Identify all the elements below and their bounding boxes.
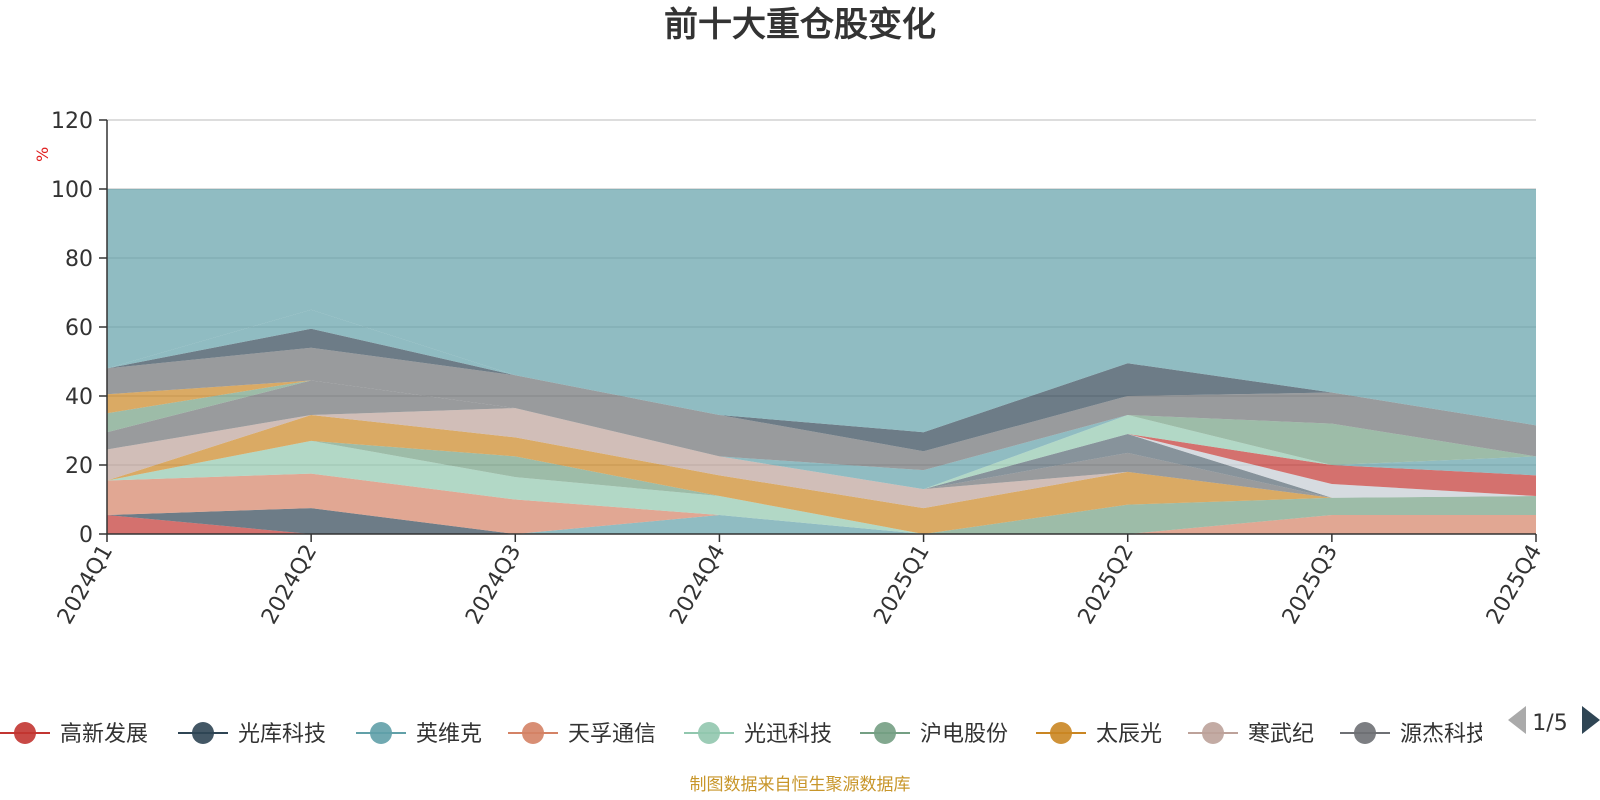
- y-axis-unit-label: %: [33, 147, 52, 162]
- legend-marker: [522, 722, 544, 744]
- legend-item[interactable]: 天孚通信: [508, 722, 656, 747]
- legend-marker: [192, 722, 214, 744]
- legend-label: 光库科技: [238, 722, 326, 747]
- x-tick-label: 2024Q4: [665, 541, 730, 629]
- stacked-area-series: [107, 189, 1536, 534]
- chart-title: 前十大重仓股变化: [664, 5, 936, 45]
- legend-marker: [370, 722, 392, 744]
- y-tick-label: 120: [51, 109, 93, 134]
- series-area: [107, 408, 1536, 509]
- legend-label: 光迅科技: [744, 722, 832, 747]
- legend-pager: 1/5: [1508, 706, 1600, 736]
- series-area: [107, 515, 1536, 534]
- legend-item[interactable]: 源杰科技: [1340, 722, 1488, 747]
- series-area: [107, 380, 1536, 498]
- series-area: [107, 508, 1536, 534]
- legend-prev-page-icon[interactable]: [1508, 706, 1526, 734]
- legend-item[interactable]: 光迅科技: [684, 722, 832, 747]
- legend-page-indicator: 1/5: [1532, 711, 1567, 736]
- series-area: [107, 508, 1536, 534]
- source-footnote: 制图数据来自恒生聚源数据库: [690, 775, 911, 795]
- legend-marker: [1354, 722, 1376, 744]
- y-tick-label: 40: [65, 385, 93, 410]
- series-area: [107, 440, 1536, 534]
- series-area: [107, 380, 1536, 471]
- legend-marker: [14, 722, 36, 744]
- legend-marker: [698, 722, 720, 744]
- legend-label: 寒武纪: [1248, 722, 1314, 747]
- series-area: [107, 473, 1536, 534]
- legend-label: 英维克: [416, 722, 482, 747]
- series-area: [107, 414, 1536, 534]
- x-tick-label: 2024Q1: [53, 541, 118, 629]
- x-tick-label: 2025Q4: [1482, 541, 1547, 629]
- x-tick-label: 2024Q2: [257, 541, 322, 629]
- series-area: [107, 380, 1536, 497]
- series-area: [107, 380, 1536, 490]
- legend-next-page-icon[interactable]: [1582, 706, 1600, 734]
- x-tick-label: 2025Q3: [1278, 541, 1343, 629]
- legend-label: 源杰科技: [1400, 722, 1488, 747]
- y-tick-label: 0: [79, 523, 93, 548]
- legend-item[interactable]: 光库科技: [178, 722, 326, 747]
- legend-marker: [1050, 722, 1072, 744]
- legend-label: 天孚通信: [568, 722, 656, 747]
- legend-item[interactable]: 高新发展: [0, 722, 148, 747]
- y-tick-label: 20: [65, 454, 93, 479]
- y-tick-label: 80: [65, 247, 93, 272]
- legend-item[interactable]: 太辰光: [1036, 722, 1162, 747]
- legend-marker: [874, 722, 896, 744]
- series-area: [107, 440, 1536, 534]
- series-area: [107, 347, 1536, 471]
- x-tick-label: 2025Q2: [1074, 541, 1139, 629]
- series-area: [107, 380, 1536, 471]
- legend-item[interactable]: 英维克: [356, 722, 482, 747]
- legend: 高新发展 光库科技 英维克 天孚通信 光迅科技 沪电股份 太辰光 寒武纪 源杰科技: [0, 722, 1488, 747]
- y-tick-label: 60: [65, 316, 93, 341]
- legend-label: 沪电股份: [920, 722, 1008, 747]
- x-tick-label: 2024Q3: [461, 541, 526, 629]
- legend-label: 太辰光: [1096, 722, 1162, 747]
- legend-label: 高新发展: [60, 722, 148, 747]
- y-tick-label: 100: [51, 178, 93, 203]
- legend-marker: [1202, 722, 1224, 744]
- series-area: [107, 189, 1536, 433]
- x-tick-label: 2025Q1: [869, 541, 934, 629]
- series-area: [107, 328, 1536, 452]
- legend-item[interactable]: 沪电股份: [860, 722, 1008, 747]
- legend-item[interactable]: 寒武纪: [1188, 722, 1314, 747]
